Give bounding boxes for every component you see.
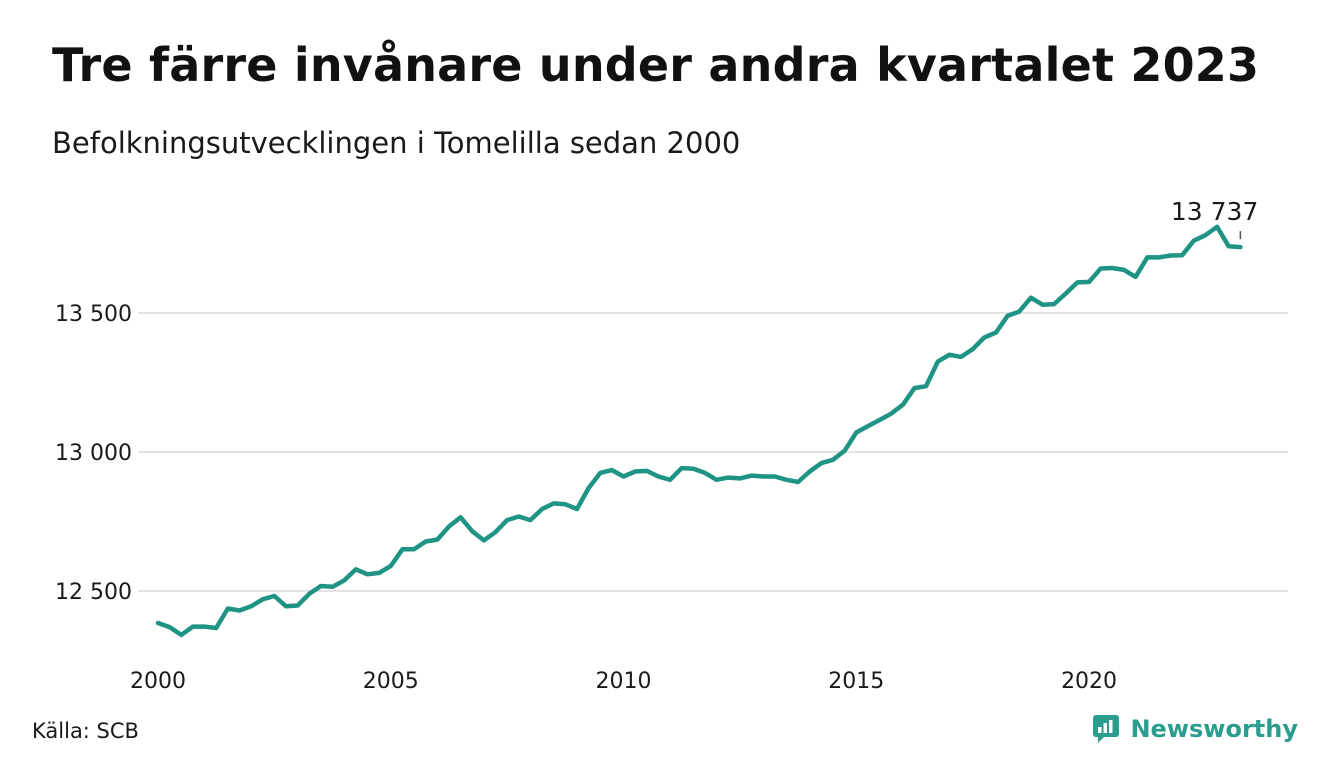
chart-subtitle: Befolkningsutvecklingen i Tomelilla seda… [52,126,741,160]
x-tick-label: 2000 [130,669,186,694]
y-tick-label: 12 500 [55,580,132,605]
chart-title: Tre färre invånare under andra kvartalet… [52,38,1260,92]
brand-name: Newsworthy [1130,715,1298,743]
newsworthy-logo-icon [1093,715,1120,743]
x-tick-label: 2015 [828,669,884,694]
x-tick-label: 2010 [596,669,652,694]
brand: Newsworthy [1092,714,1298,744]
last-value-label: 13 737 [1171,197,1258,226]
x-tick-label: 2005 [363,669,419,694]
y-tick-label: 13 000 [55,441,132,466]
y-tick-label: 13 500 [55,302,132,327]
population-line [155,224,1243,638]
source-note: Källa: SCB [32,719,139,743]
x-tick-label: 2020 [1061,669,1117,694]
